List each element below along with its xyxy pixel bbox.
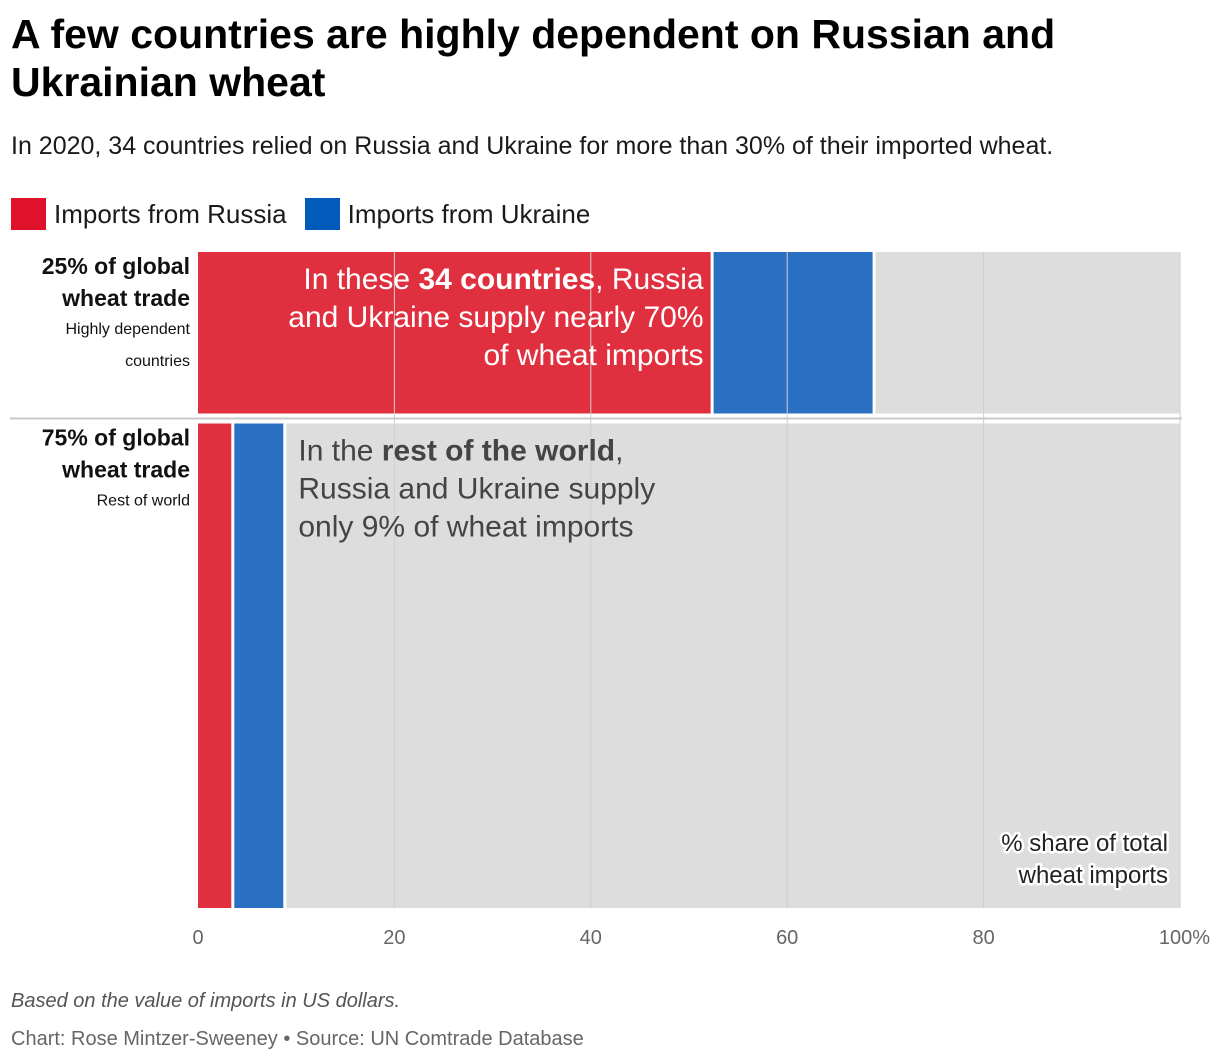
annotation-line: In these 34 countries, Russia — [303, 263, 703, 296]
chart-note: Based on the value of imports in US doll… — [11, 990, 401, 1012]
category-weight-label: wheat trade — [61, 285, 190, 311]
annotation-line: In the rest of the world, — [298, 435, 623, 468]
category-label-rest-of-world: 75% of global wheat trade Rest of world — [42, 425, 190, 510]
axis-title: % share of total — [1001, 830, 1168, 857]
category-name-label: Rest of world — [97, 493, 190, 510]
annotation-highly-dependent-countries: In these 34 countries, Russia and Ukraine… — [288, 263, 704, 372]
category-weight-label: wheat trade — [61, 457, 190, 483]
bar-rest-of-world-russia — [198, 423, 232, 908]
annotation-rest-of-world: In the rest of the world, Russia and Ukra… — [298, 435, 655, 544]
x-tick-label: 80 — [972, 927, 994, 949]
category-weight-label: 25% of global — [42, 253, 190, 279]
bar-rest-of-world-ukraine — [234, 423, 284, 908]
category-name-label: Highly dependent — [65, 321, 190, 338]
category-weight-label: 75% of global — [42, 425, 190, 451]
category-name-label: countries — [125, 353, 190, 370]
axis-title: wheat imports — [1018, 862, 1168, 889]
legend-item-ukraine: Imports from Ukraine — [304, 198, 591, 230]
bar-rest-of-world-other — [286, 423, 1180, 908]
chart-title: A few countries are highly dependent on … — [11, 11, 1056, 105]
chart-area: 25% of global wheat trade Highly dependent… — [10, 252, 1210, 949]
legend-label-russia: Imports from Russia — [54, 198, 287, 229]
chart-subtitle: In 2020, 34 countries relied on Russia a… — [11, 132, 1054, 160]
category-label-highly-dependent-countries: 25% of global wheat trade Highly dependent… — [42, 253, 191, 370]
x-tick-label: 60 — [776, 927, 798, 949]
x-tick-label: 40 — [580, 927, 602, 949]
legend-item-russia: Imports from Russia — [11, 198, 287, 230]
x-tick-label: 20 — [383, 927, 405, 949]
legend-label-ukraine: Imports from Ukraine — [347, 198, 591, 229]
annotation-line: of wheat imports — [483, 339, 703, 372]
bar-highly-dependent-countries-ukraine — [713, 252, 873, 414]
legend: Imports from Russia Imports from Ukraine — [11, 198, 608, 230]
bar-highly-dependent-countries-russia — [198, 252, 711, 414]
x-tick-label: 100% — [1159, 927, 1210, 949]
bar-highly-dependent-countries-other — [875, 252, 1180, 414]
annotation-line: and Ukraine supply nearly 70% — [288, 301, 703, 334]
legend-swatch-russia — [11, 198, 46, 230]
annotation-line: Russia and Ukraine supply — [298, 473, 655, 506]
annotation-line: only 9% of wheat imports — [298, 511, 633, 544]
chart-credit: Chart: Rose Mintzer-Sweeney • Source: UN… — [11, 1028, 584, 1050]
legend-swatch-ukraine — [304, 198, 340, 230]
x-tick-label: 0 — [192, 927, 203, 949]
